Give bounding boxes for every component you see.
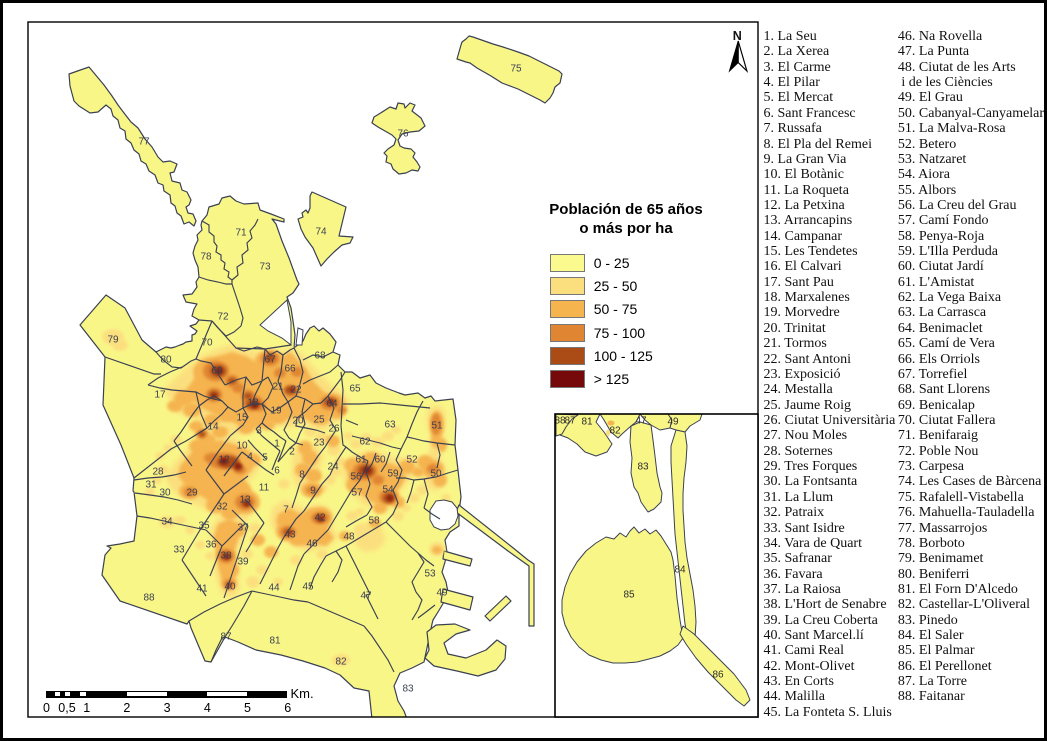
svg-text:43: 43 bbox=[284, 530, 296, 541]
svg-text:51: 51 bbox=[431, 421, 443, 432]
svg-text:54: 54 bbox=[382, 485, 394, 496]
svg-text:52: 52 bbox=[406, 455, 418, 466]
svg-text:59: 59 bbox=[387, 469, 399, 480]
svg-text:77: 77 bbox=[138, 137, 150, 148]
svg-text:14: 14 bbox=[207, 422, 219, 433]
svg-text:28: 28 bbox=[152, 467, 164, 478]
svg-text:49: 49 bbox=[436, 588, 448, 599]
svg-text:83: 83 bbox=[402, 684, 414, 695]
svg-text:15: 15 bbox=[236, 413, 248, 424]
svg-text:42: 42 bbox=[314, 513, 326, 524]
svg-text:87: 87 bbox=[564, 416, 576, 427]
svg-text:34: 34 bbox=[161, 517, 173, 528]
svg-text:6: 6 bbox=[274, 466, 280, 477]
svg-text:33: 33 bbox=[173, 545, 185, 556]
svg-text:38: 38 bbox=[220, 551, 232, 562]
svg-text:13: 13 bbox=[239, 495, 251, 506]
svg-text:41: 41 bbox=[196, 584, 208, 595]
svg-text:49: 49 bbox=[667, 417, 679, 428]
svg-text:60: 60 bbox=[374, 455, 386, 466]
svg-text:79: 79 bbox=[107, 335, 119, 346]
svg-text:58: 58 bbox=[368, 516, 380, 527]
svg-text:76: 76 bbox=[397, 129, 409, 140]
svg-text:68: 68 bbox=[314, 351, 326, 362]
svg-text:86: 86 bbox=[712, 670, 724, 681]
svg-text:53: 53 bbox=[424, 569, 436, 580]
svg-text:65: 65 bbox=[349, 384, 361, 395]
svg-text:18: 18 bbox=[247, 398, 259, 409]
svg-text:78: 78 bbox=[200, 252, 212, 263]
svg-text:80: 80 bbox=[160, 355, 172, 366]
svg-text:1: 1 bbox=[274, 439, 280, 450]
svg-text:57: 57 bbox=[351, 488, 363, 499]
svg-text:45: 45 bbox=[302, 582, 314, 593]
svg-text:8: 8 bbox=[299, 470, 305, 481]
svg-text:37: 37 bbox=[237, 523, 249, 534]
svg-text:88: 88 bbox=[554, 416, 566, 427]
svg-text:75: 75 bbox=[510, 64, 522, 75]
svg-text:83: 83 bbox=[637, 462, 649, 473]
svg-text:48: 48 bbox=[343, 532, 355, 543]
svg-text:29: 29 bbox=[186, 488, 198, 499]
svg-text:44: 44 bbox=[268, 583, 280, 594]
svg-text:7: 7 bbox=[283, 505, 289, 516]
svg-text:19: 19 bbox=[270, 406, 282, 417]
svg-text:46: 46 bbox=[306, 539, 318, 550]
svg-text:47: 47 bbox=[635, 416, 647, 427]
svg-text:22: 22 bbox=[290, 385, 302, 396]
svg-text:39: 39 bbox=[237, 557, 249, 568]
svg-text:81: 81 bbox=[269, 636, 281, 647]
svg-text:4: 4 bbox=[247, 452, 253, 463]
svg-text:72: 72 bbox=[217, 312, 229, 323]
svg-text:30: 30 bbox=[159, 488, 171, 499]
svg-text:35: 35 bbox=[198, 521, 210, 532]
svg-text:47: 47 bbox=[360, 591, 372, 602]
svg-text:10: 10 bbox=[236, 441, 248, 452]
svg-text:82: 82 bbox=[609, 426, 621, 437]
svg-text:9: 9 bbox=[310, 486, 316, 497]
svg-text:56: 56 bbox=[350, 472, 362, 483]
svg-text:84: 84 bbox=[674, 565, 686, 576]
svg-text:2: 2 bbox=[289, 447, 295, 458]
svg-text:85: 85 bbox=[623, 590, 635, 601]
svg-text:87: 87 bbox=[220, 632, 232, 643]
svg-text:88: 88 bbox=[143, 593, 155, 604]
svg-text:74: 74 bbox=[315, 227, 327, 238]
svg-text:23: 23 bbox=[313, 438, 325, 449]
svg-text:3: 3 bbox=[256, 426, 262, 437]
svg-text:64: 64 bbox=[326, 399, 338, 410]
svg-text:69: 69 bbox=[211, 366, 223, 377]
svg-text:17: 17 bbox=[154, 390, 166, 401]
svg-text:20: 20 bbox=[292, 416, 304, 427]
svg-text:25: 25 bbox=[313, 415, 325, 426]
svg-text:62: 62 bbox=[359, 437, 371, 448]
svg-text:21: 21 bbox=[272, 382, 284, 393]
svg-text:66: 66 bbox=[284, 364, 296, 375]
svg-text:5: 5 bbox=[262, 453, 268, 464]
svg-text:71: 71 bbox=[235, 228, 247, 239]
svg-text:24: 24 bbox=[327, 462, 339, 473]
svg-text:50: 50 bbox=[430, 469, 442, 480]
svg-text:73: 73 bbox=[259, 262, 271, 273]
svg-text:32: 32 bbox=[216, 502, 228, 513]
svg-text:12: 12 bbox=[218, 455, 230, 466]
svg-text:36: 36 bbox=[205, 540, 217, 551]
svg-text:61: 61 bbox=[355, 455, 367, 466]
svg-text:63: 63 bbox=[384, 420, 396, 431]
svg-text:40: 40 bbox=[224, 582, 236, 593]
svg-text:31: 31 bbox=[145, 480, 157, 491]
svg-text:26: 26 bbox=[328, 424, 340, 435]
svg-text:70: 70 bbox=[201, 338, 213, 349]
svg-text:67: 67 bbox=[264, 355, 276, 366]
svg-text:11: 11 bbox=[259, 483, 270, 494]
svg-text:81: 81 bbox=[581, 417, 593, 428]
svg-text:82: 82 bbox=[335, 657, 347, 668]
